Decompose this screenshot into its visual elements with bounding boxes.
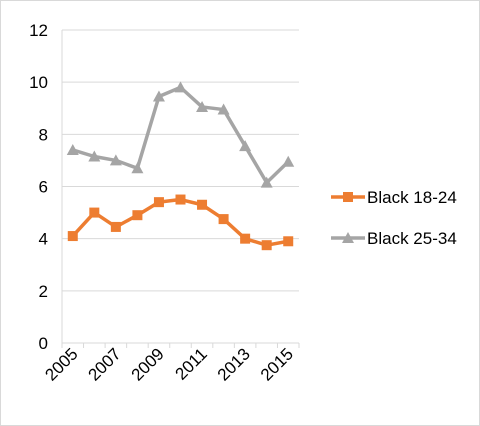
data-point-black-18-24-2012 (218, 214, 229, 225)
y-tick-label: 6 (39, 178, 48, 197)
y-tick-label: 12 (29, 21, 48, 40)
x-tick-label: 2007 (85, 344, 125, 384)
data-point-black-18-24-2006 (89, 207, 100, 218)
legend-entry-black-25-34: Black 25-34 (331, 229, 457, 248)
data-point-black-25-34-2005 (66, 143, 79, 155)
y-tick-label: 10 (29, 73, 48, 92)
data-point-black-25-34-2009 (152, 90, 165, 102)
x-tick-label: 2013 (214, 344, 254, 384)
data-point-black-18-24-2014 (261, 240, 272, 251)
y-tick-label: 2 (39, 282, 48, 301)
data-point-black-25-34-2014 (260, 176, 273, 188)
data-point-black-18-24-2008 (132, 210, 143, 221)
legend-label: Black 25-34 (367, 229, 457, 248)
data-point-black-18-24-2011 (197, 199, 208, 210)
series-layer (66, 81, 295, 251)
series-black-18-24 (67, 194, 294, 251)
x-tick-label: 2009 (128, 344, 168, 384)
data-point-black-18-24-2010 (175, 194, 186, 205)
y-tick-label: 0 (39, 334, 48, 353)
data-point-black-25-34-2010 (174, 81, 187, 93)
data-point-black-18-24-2009 (153, 197, 164, 208)
data-point-black-18-24-2013 (240, 233, 251, 244)
series-line-black-25-34 (71, 85, 290, 185)
legend-entry-black-18-24: Black 18-24 (331, 188, 457, 207)
y-tick-label: 4 (39, 230, 48, 249)
x-tick-label: 2015 (257, 344, 297, 384)
x-tick-label: 2011 (172, 344, 211, 383)
data-point-black-18-24-2015 (283, 236, 294, 247)
y-tick-label: 8 (39, 125, 48, 144)
legend-swatch-marker (342, 232, 354, 243)
data-point-black-25-34-2008 (131, 162, 144, 174)
data-point-black-25-34-2015 (282, 155, 295, 167)
data-point-black-25-34-2006 (88, 150, 101, 162)
data-point-black-18-24-2007 (110, 221, 121, 232)
series-black-25-34 (66, 81, 295, 188)
legend: Black 18-24 Black 25-34 (331, 188, 457, 248)
data-point-black-18-24-2005 (67, 231, 78, 242)
legend-swatch-marker (343, 192, 353, 202)
legend-label: Black 18-24 (367, 188, 457, 207)
data-point-black-25-34-2007 (109, 154, 122, 166)
data-point-black-25-34-2011 (196, 100, 209, 112)
data-point-black-25-34-2012 (217, 103, 230, 115)
data-point-black-25-34-2013 (239, 140, 252, 152)
